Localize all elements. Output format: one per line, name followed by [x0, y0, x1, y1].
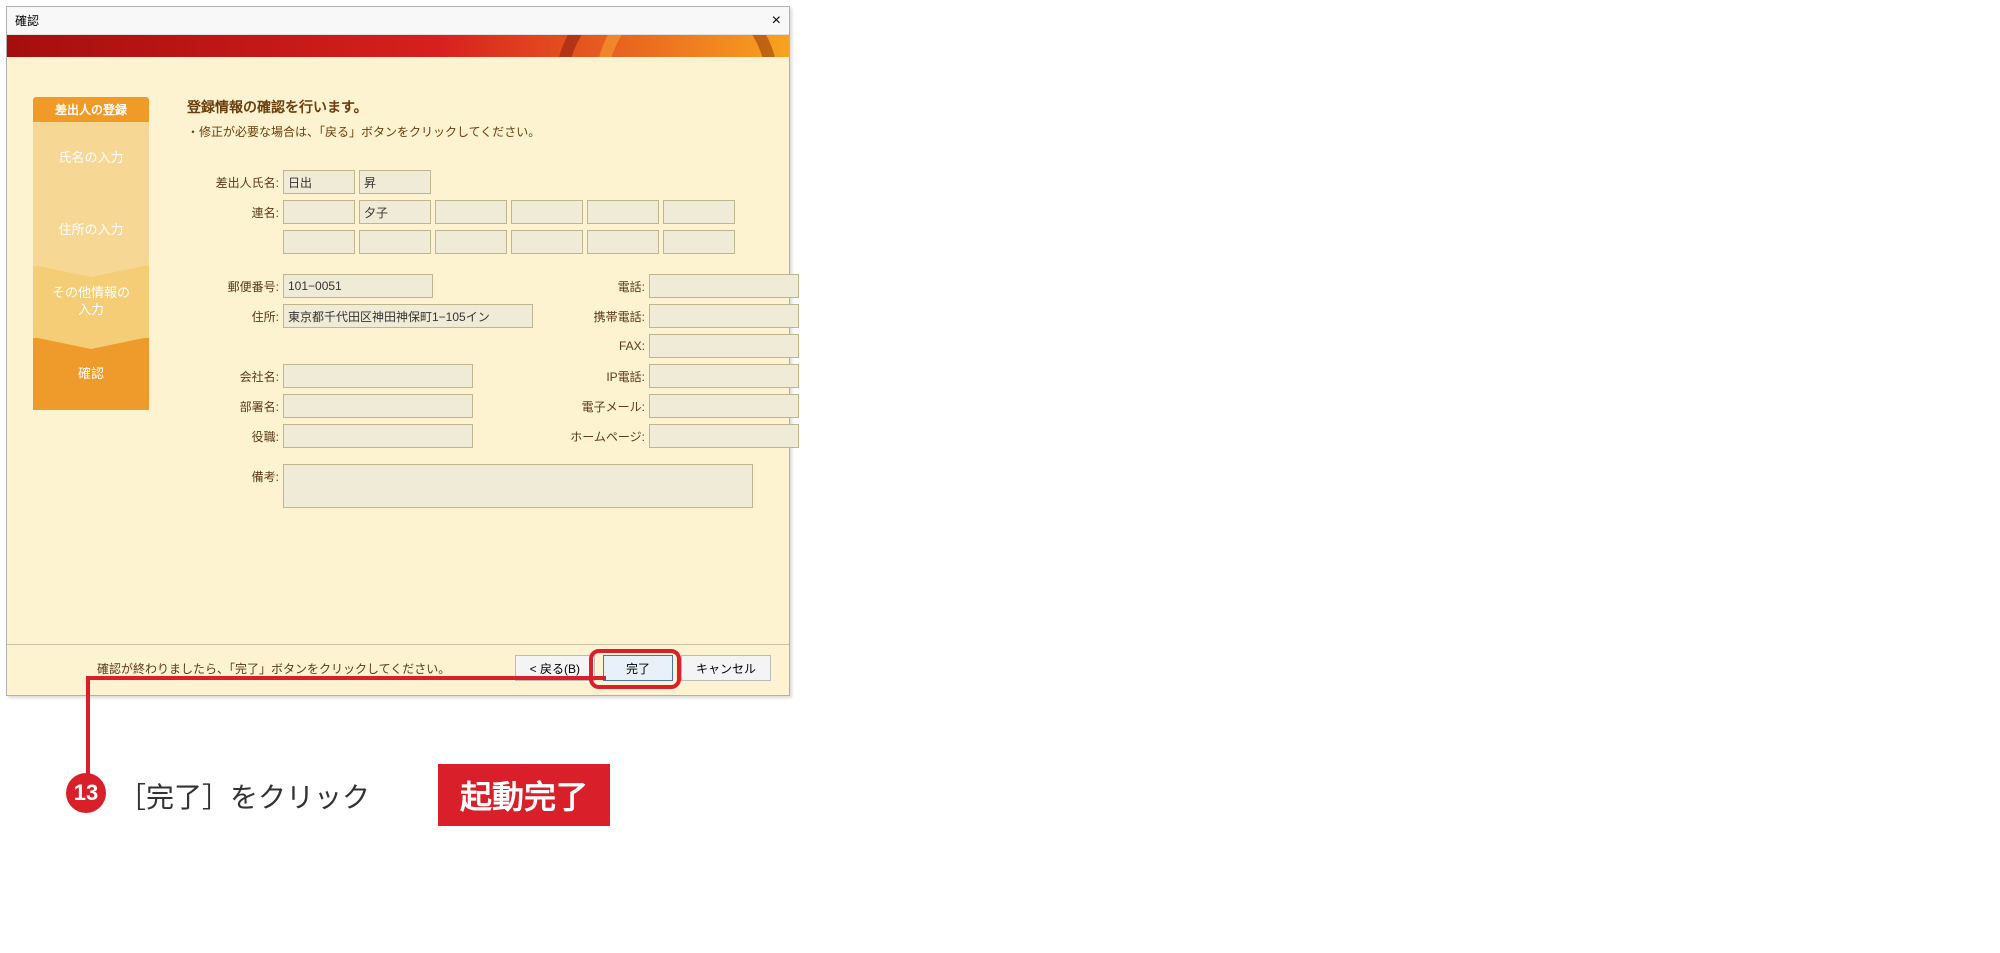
field-company[interactable]: [283, 364, 473, 388]
field-role[interactable]: [283, 424, 473, 448]
label-mobile: 携帯電話:: [563, 308, 645, 325]
field-joint-1[interactable]: [283, 200, 355, 224]
label-fax: FAX:: [563, 339, 645, 353]
step-label: 確認: [78, 366, 104, 383]
field-iptel[interactable]: [649, 364, 799, 388]
form-area: 登録情報の確認を行います。 ・修正が必要な場合は、「戻る」ボタンをクリックしてく…: [187, 97, 767, 514]
row-sender-name: 差出人氏名: 日出 昇: [187, 170, 767, 194]
row-postal: 郵便番号: 101−0051: [187, 274, 533, 298]
field-surname[interactable]: 日出: [283, 170, 355, 194]
field-joint-b1[interactable]: [283, 230, 355, 254]
header-banner: [7, 35, 789, 57]
label-email: 電子メール:: [563, 398, 645, 415]
chevron-down-icon: [33, 193, 149, 205]
field-homepage[interactable]: [649, 424, 799, 448]
field-fax[interactable]: [649, 334, 799, 358]
row-homepage: ホームページ:: [563, 424, 803, 448]
row-joint-name-1: 連名: 夕子: [187, 200, 767, 224]
row-memo: 備考:: [187, 464, 767, 508]
field-address[interactable]: 東京都千代田区神田神保町1−105イン: [283, 304, 533, 328]
field-joint-4[interactable]: [511, 200, 583, 224]
chevron-down-icon: [33, 337, 149, 349]
form-subtext: ・修正が必要な場合は、「戻る」ボタンをクリックしてください。: [187, 123, 767, 140]
label-tel: 電話:: [563, 278, 645, 295]
field-given[interactable]: 昇: [359, 170, 431, 194]
field-dept[interactable]: [283, 394, 473, 418]
field-joint-b6[interactable]: [663, 230, 735, 254]
label-dept: 部署名:: [187, 398, 279, 415]
confirm-dialog: 確認 × 差出人の登録 氏名の入力 住所の入力 その他情報の 入力 確認: [6, 6, 790, 696]
field-email[interactable]: [649, 394, 799, 418]
field-joint-b5[interactable]: [587, 230, 659, 254]
two-column: 郵便番号: 101−0051 住所: 東京都千代田区神田神保町1−105イン 会…: [187, 274, 767, 454]
field-postal[interactable]: 101−0051: [283, 274, 433, 298]
label-company: 会社名:: [187, 368, 279, 385]
cancel-button[interactable]: キャンセル: [681, 655, 771, 681]
label-joint-name: 連名:: [187, 204, 279, 221]
startup-complete-banner: 起動完了: [438, 764, 610, 826]
row-joint-name-2: [187, 230, 767, 254]
finish-button[interactable]: 完了: [603, 655, 673, 681]
field-joint-b4[interactable]: [511, 230, 583, 254]
row-fax: FAX:: [563, 334, 803, 358]
label-role: 役職:: [187, 428, 279, 445]
step-caption: ［完了］をクリック: [118, 776, 370, 816]
field-joint-b2[interactable]: [359, 230, 431, 254]
footer-hint: 確認が終わりましたら、「完了」ボタンをクリックしてください。: [97, 660, 450, 677]
step-label: 氏名の入力: [58, 150, 123, 167]
field-memo[interactable]: [283, 464, 753, 508]
row-address: 住所: 東京都千代田区神田神保町1−105イン: [187, 304, 533, 328]
field-joint-b3[interactable]: [435, 230, 507, 254]
close-icon[interactable]: ×: [772, 12, 781, 30]
right-column: 電話: 携帯電話: FAX: IP電話:: [563, 274, 803, 454]
titlebar: 確認 ×: [7, 7, 789, 35]
label-address: 住所:: [187, 308, 279, 325]
step-nav-title: 差出人の登録: [33, 97, 149, 122]
left-column: 郵便番号: 101−0051 住所: 東京都千代田区神田神保町1−105イン 会…: [187, 274, 533, 454]
row-mobile: 携帯電話:: [563, 304, 803, 328]
step-label: その他情報の 入力: [52, 285, 130, 319]
content-area: 差出人の登録 氏名の入力 住所の入力 その他情報の 入力 確認 登録情報の確認を…: [7, 57, 789, 695]
label-iptel: IP電話:: [563, 368, 645, 385]
row-iptel: IP電話:: [563, 364, 803, 388]
field-joint-2[interactable]: 夕子: [359, 200, 431, 224]
label-sender-name: 差出人氏名:: [187, 174, 279, 191]
row-company: 会社名:: [187, 364, 533, 388]
callout-line-horizontal: [86, 676, 606, 680]
row-email: 電子メール:: [563, 394, 803, 418]
window-title: 確認: [15, 12, 39, 29]
step-nav: 差出人の登録 氏名の入力 住所の入力 その他情報の 入力 確認: [33, 97, 149, 410]
chevron-down-icon: [33, 265, 149, 277]
form-heading: 登録情報の確認を行います。: [187, 97, 767, 117]
field-joint-5[interactable]: [587, 200, 659, 224]
field-joint-6[interactable]: [663, 200, 735, 224]
step-label: 住所の入力: [58, 222, 123, 239]
step-name-input: 氏名の入力: [33, 122, 149, 194]
row-tel: 電話:: [563, 274, 803, 298]
row-role: 役職:: [187, 424, 533, 448]
label-postal: 郵便番号:: [187, 278, 279, 295]
field-mobile[interactable]: [649, 304, 799, 328]
field-tel[interactable]: [649, 274, 799, 298]
dialog-footer: 確認が終わりましたら、「完了」ボタンをクリックしてください。 < 戻る(B) 完…: [7, 644, 789, 695]
label-memo: 備考:: [187, 464, 279, 485]
step-number-badge: 13: [66, 773, 106, 813]
row-dept: 部署名:: [187, 394, 533, 418]
label-homepage: ホームページ:: [563, 428, 645, 445]
field-joint-3[interactable]: [435, 200, 507, 224]
